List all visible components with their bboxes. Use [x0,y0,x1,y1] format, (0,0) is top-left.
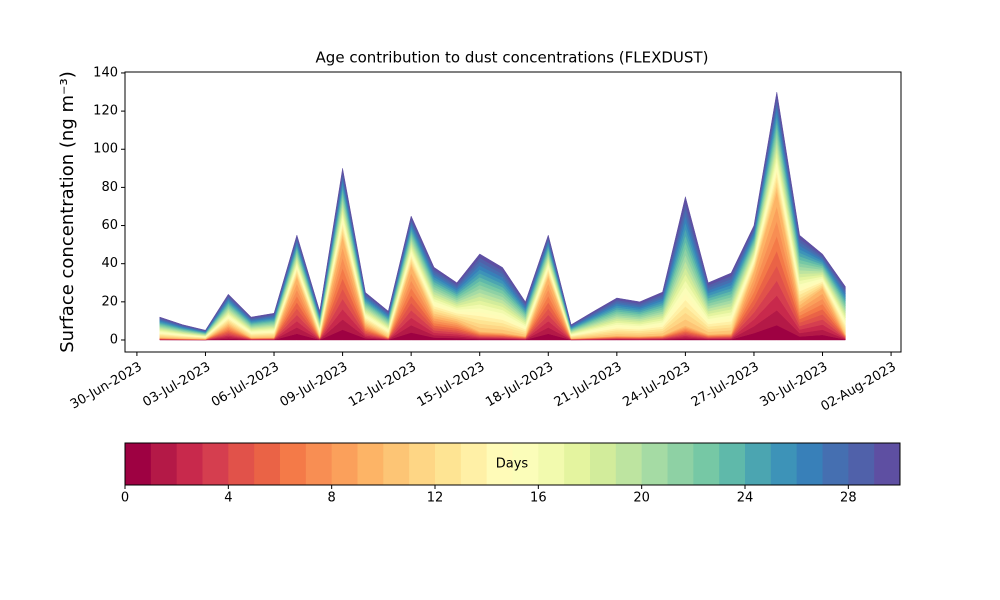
colorbar-swatch [564,443,591,485]
colorbar-swatch [357,443,384,485]
colorbar-swatch [486,443,513,485]
colorbar-tick-label: 4 [224,491,232,506]
colorbar-label: Days [496,457,529,472]
colorbar-tick-label: 0 [121,491,129,506]
colorbar-swatch [150,443,178,485]
x-tick-label: 12-Jul-2023 [346,360,419,411]
colorbar-swatch [125,443,152,485]
x-tick-label: 03-Jul-2023 [140,360,213,411]
x-tick-label: 18-Jul-2023 [483,360,556,411]
x-tick-label: 06-Jul-2023 [209,360,282,411]
y-axis-label: Surface concentration (ng m⁻³) [57,71,78,353]
colorbar-swatch [254,443,281,485]
y-tick-label: 20 [101,294,118,309]
y-tick-label: 100 [93,142,118,157]
plot-frame [124,71,902,353]
x-tick-label: 02-Aug-2023 [818,360,898,415]
colorbar-swatch [822,443,849,485]
colorbar-swatch [641,443,668,485]
area-layer [159,91,846,331]
colorbar-swatch [590,443,617,485]
colorbar-swatch [770,443,798,485]
colorbar-tick-label: 16 [530,491,547,506]
colorbar-tick-label: 12 [427,491,444,506]
colorbar-swatch [745,443,772,485]
y-tick-label: 0 [110,332,118,347]
colorbar-swatch [228,443,255,485]
x-tick-label: 15-Jul-2023 [415,360,488,411]
colorbar-swatch [435,443,462,485]
colorbar-swatch [693,443,720,485]
chart-title: Age contribution to dust concentrations … [316,49,709,67]
colorbar-frame [124,442,901,486]
x-tick-label: 21-Jul-2023 [552,360,625,411]
colorbar-swatch [280,443,307,485]
x-tick-label: 27-Jul-2023 [689,360,762,411]
y-tick-label: 60 [101,218,118,233]
colorbar-swatch [719,443,746,485]
colorbar-tick-label: 24 [737,491,754,506]
colorbar-swatch [409,443,436,485]
colorbar-swatch [176,443,203,485]
colorbar-swatch [667,443,694,485]
x-tick-label: 24-Jul-2023 [620,360,693,411]
y-tick-label: 40 [101,256,118,271]
colorbar-swatch [460,443,488,485]
colorbar-swatch [383,443,410,485]
colorbar-tick-label: 28 [840,491,857,506]
colorbar-swatch [331,443,358,485]
colorbar-swatch [848,443,875,485]
x-tick-label: 09-Jul-2023 [278,360,351,411]
y-tick-label: 120 [93,104,118,119]
colorbar-swatch [202,443,229,485]
colorbar-tick-label: 20 [633,491,650,506]
colorbar-swatch [874,443,901,485]
colorbar-swatch [615,443,643,485]
colorbar-swatch [512,443,539,485]
colorbar-swatch [305,443,333,485]
y-tick-label: 80 [101,180,118,195]
colorbar-swatch [538,443,565,485]
y-tick-label: 140 [93,65,118,80]
colorbar-swatch [796,443,823,485]
colorbar-tick-label: 8 [328,491,336,506]
x-tick-label: 30-Jun-2023 [68,360,145,413]
